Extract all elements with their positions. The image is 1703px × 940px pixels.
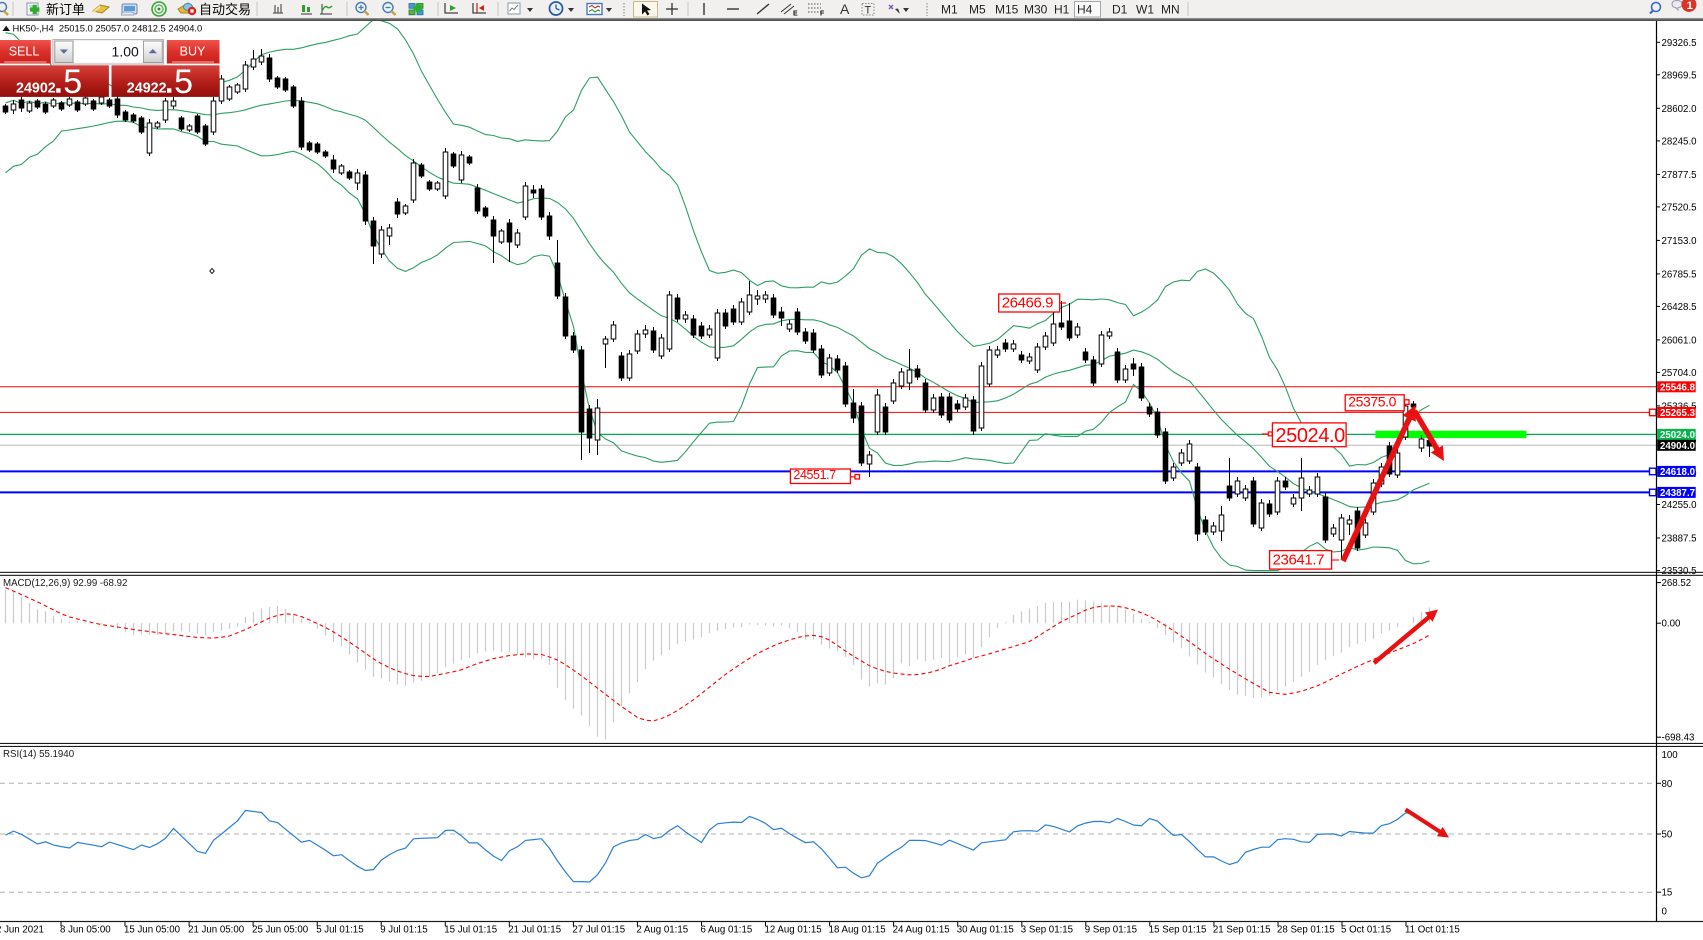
svg-text:25546.8: 25546.8 [1660, 382, 1696, 393]
svg-text:23887.5: 23887.5 [1662, 534, 1697, 545]
svg-text:M1: M1 [941, 3, 958, 17]
svg-text:21 Jul 01:15: 21 Jul 01:15 [508, 925, 561, 936]
svg-text:5: 5 [63, 63, 82, 101]
svg-text:25024.0: 25024.0 [1660, 430, 1695, 441]
svg-text:0: 0 [1662, 906, 1668, 917]
svg-text:26061.0: 26061.0 [1662, 335, 1698, 346]
svg-text:1: 1 [1687, 0, 1693, 12]
svg-text:24904.0: 24904.0 [1660, 441, 1695, 452]
svg-text:H1: H1 [1054, 3, 1070, 17]
svg-text:268.52: 268.52 [1662, 578, 1692, 589]
svg-text:24255.0: 24255.0 [1662, 500, 1698, 511]
svg-text:-698.43: -698.43 [1662, 733, 1695, 744]
svg-text:RSI(14) 55.1940: RSI(14) 55.1940 [3, 749, 75, 760]
svg-text:HK50-,H4 25015.0 25057.0 2481: HK50-,H4 25015.0 25057.0 24812.5 24904.0 [13, 23, 203, 34]
svg-text:23641.7: 23641.7 [1273, 552, 1324, 569]
svg-text:自动交易: 自动交易 [199, 2, 251, 17]
svg-text:25375.0: 25375.0 [1348, 393, 1396, 409]
svg-text:2 Aug 01:15: 2 Aug 01:15 [636, 925, 688, 936]
svg-text:5 Jul 01:15: 5 Jul 01:15 [316, 925, 363, 936]
svg-text:E: E [793, 11, 798, 18]
svg-text:MACD(12,26,9) 92.99 -68.92: MACD(12,26,9) 92.99 -68.92 [3, 578, 127, 589]
svg-text:M5: M5 [969, 3, 986, 17]
svg-text:28245.0: 28245.0 [1662, 136, 1698, 147]
svg-text:27 Jul 01:15: 27 Jul 01:15 [572, 925, 625, 936]
svg-text:9 Sep 01:15: 9 Sep 01:15 [1085, 925, 1137, 936]
svg-text:27153.0: 27153.0 [1662, 236, 1698, 247]
svg-text:9 Jul 01:15: 9 Jul 01:15 [380, 925, 427, 936]
svg-text:28602.0: 28602.0 [1662, 104, 1698, 115]
svg-text:6 Aug 01:15: 6 Aug 01:15 [701, 925, 753, 936]
svg-text:BUY: BUY [180, 45, 206, 59]
svg-text:15 Sep 01:15: 15 Sep 01:15 [1149, 925, 1207, 936]
svg-text:26785.5: 26785.5 [1662, 269, 1697, 280]
svg-text:25 Jun 05:00: 25 Jun 05:00 [252, 925, 309, 936]
svg-text:2 Jun 2021: 2 Jun 2021 [0, 925, 44, 936]
svg-text:11 Oct 01:15: 11 Oct 01:15 [1405, 925, 1460, 936]
svg-text:M30: M30 [1024, 3, 1048, 17]
svg-text:A: A [840, 1, 850, 17]
svg-text:0.00: 0.00 [1662, 619, 1681, 630]
svg-text:MN: MN [1161, 3, 1180, 17]
svg-text:15 Jun 05:00: 15 Jun 05:00 [124, 925, 181, 936]
svg-text:24922: 24922 [127, 81, 167, 97]
svg-text:3 Sep 01:15: 3 Sep 01:15 [1021, 925, 1073, 936]
svg-text:M15: M15 [995, 3, 1019, 17]
svg-text:5 Oct 01:15: 5 Oct 01:15 [1341, 925, 1391, 936]
svg-text:26466.9: 26466.9 [1002, 295, 1053, 312]
svg-text:24 Aug 01:15: 24 Aug 01:15 [893, 925, 950, 936]
svg-text:12 Aug 01:15: 12 Aug 01:15 [765, 925, 822, 936]
svg-text:24618.0: 24618.0 [1660, 467, 1695, 478]
svg-text:18 Aug 01:15: 18 Aug 01:15 [829, 925, 886, 936]
svg-text:新订单: 新订单 [46, 2, 85, 17]
svg-text:30 Aug 01:15: 30 Aug 01:15 [957, 925, 1014, 936]
svg-text:W1: W1 [1136, 3, 1154, 17]
svg-text:SELL: SELL [9, 45, 40, 59]
svg-text:24387.7: 24387.7 [1660, 488, 1695, 499]
svg-text:F: F [820, 11, 825, 18]
svg-text:50: 50 [1662, 830, 1673, 841]
svg-text:D1: D1 [1112, 3, 1128, 17]
svg-text:29326.5: 29326.5 [1662, 38, 1697, 49]
svg-text:28 Sep 01:15: 28 Sep 01:15 [1277, 925, 1335, 936]
svg-text:80: 80 [1662, 779, 1673, 790]
svg-text:26428.5: 26428.5 [1662, 302, 1697, 313]
svg-text:100: 100 [1662, 750, 1679, 761]
svg-text:21 Jun 05:00: 21 Jun 05:00 [188, 925, 245, 936]
svg-text:27877.5: 27877.5 [1662, 170, 1697, 181]
svg-text:25704.0: 25704.0 [1662, 368, 1698, 379]
svg-text:24902: 24902 [16, 81, 56, 97]
svg-text:27520.5: 27520.5 [1662, 202, 1697, 213]
svg-text:15: 15 [1662, 888, 1673, 899]
svg-text:21 Sep 01:15: 21 Sep 01:15 [1213, 925, 1271, 936]
svg-text:28969.5: 28969.5 [1662, 70, 1697, 81]
svg-text:24551.7: 24551.7 [793, 468, 836, 482]
svg-text:T: T [865, 5, 872, 17]
svg-text:5: 5 [174, 63, 193, 101]
svg-text:23530.5: 23530.5 [1662, 566, 1697, 577]
svg-text:25265.3: 25265.3 [1660, 408, 1696, 419]
svg-text:25024.0: 25024.0 [1275, 425, 1345, 447]
svg-text:8 Jun 05:00: 8 Jun 05:00 [60, 925, 111, 936]
svg-text:1.00: 1.00 [112, 43, 139, 59]
svg-text:15 Jul 01:15: 15 Jul 01:15 [444, 925, 497, 936]
svg-text:H4: H4 [1077, 3, 1093, 17]
